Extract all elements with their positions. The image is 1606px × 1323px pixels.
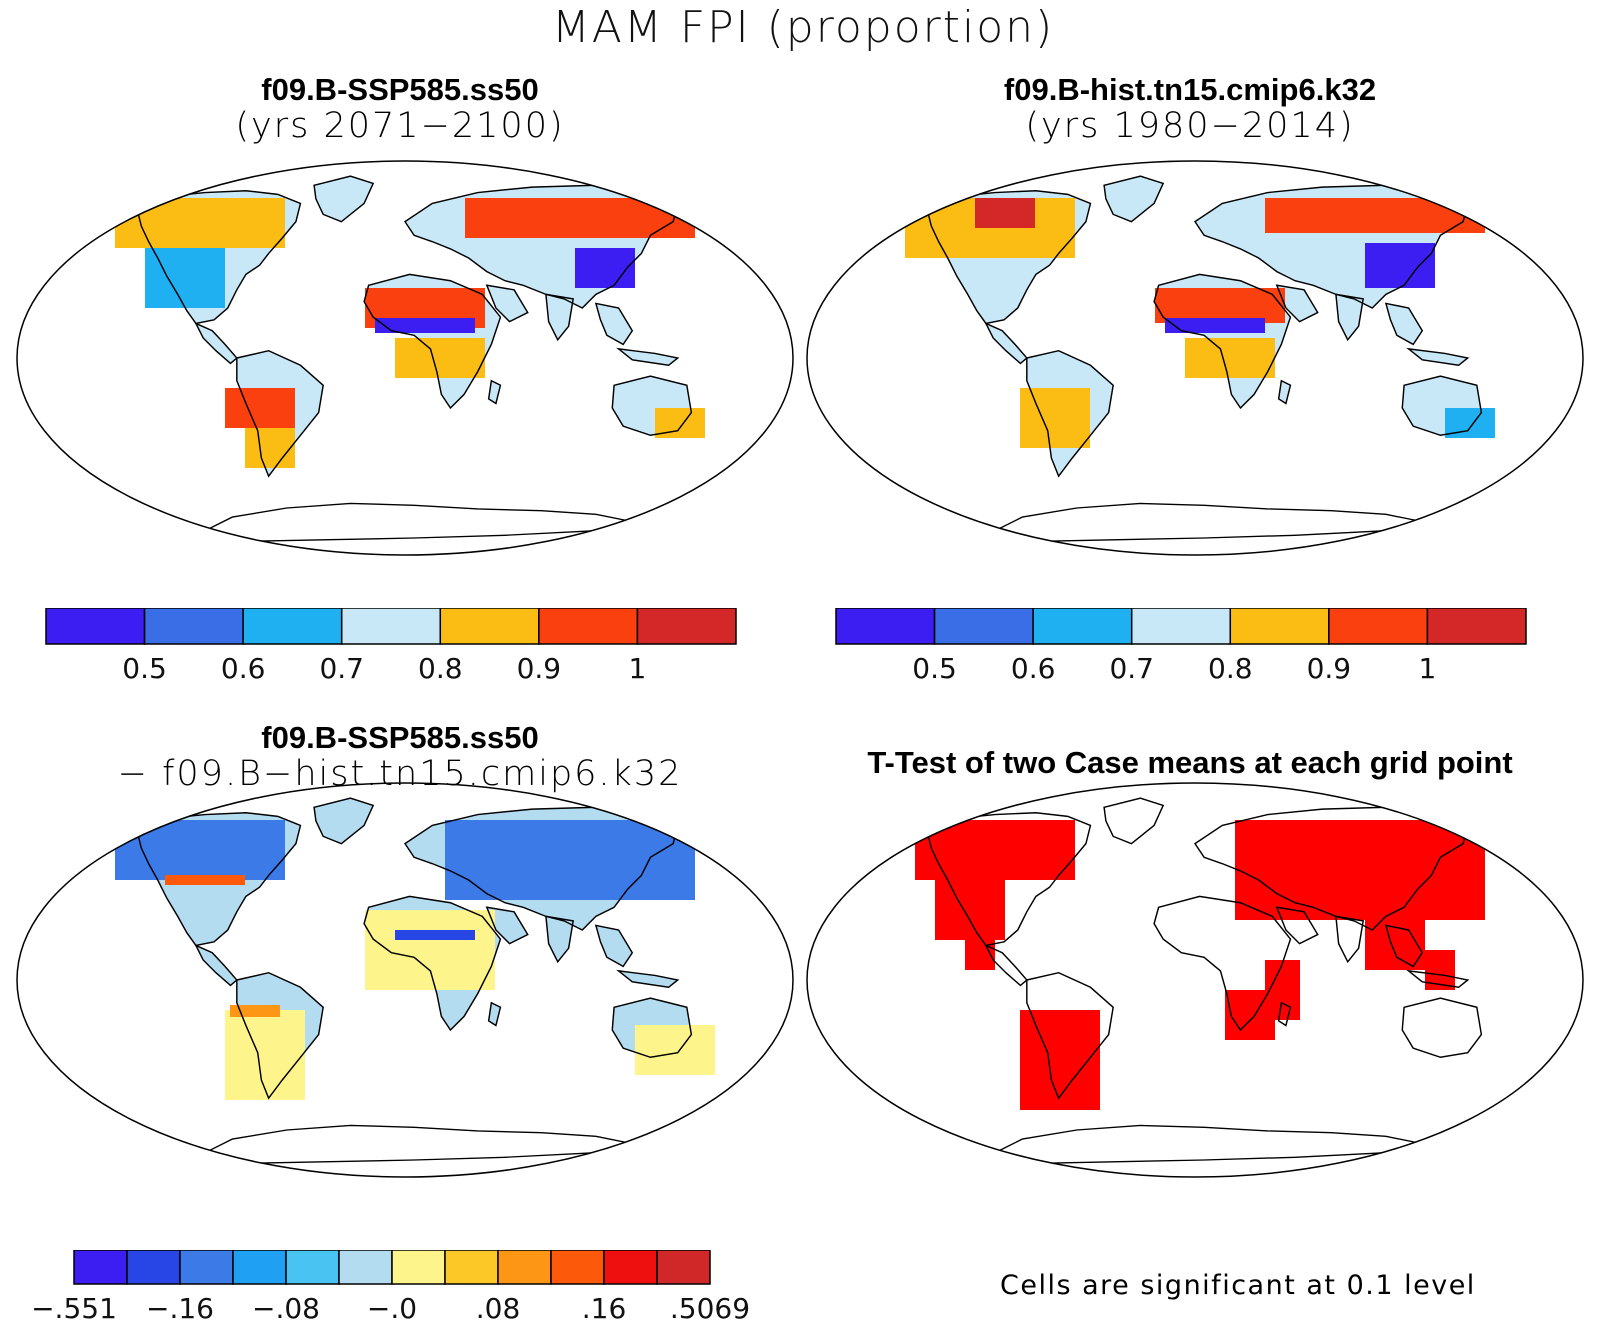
panel-title-ssp-line2: (yrs 2071−2100) [235, 106, 565, 146]
panel-title-ttest-line1: T-Test of two Case means at each grid po… [867, 745, 1513, 780]
significant-cell-region [1365, 920, 1425, 970]
colorbar-diff-swatch [338, 1250, 393, 1285]
colorbar-diff-swatch [232, 1250, 287, 1285]
significant-cell-region [1235, 820, 1485, 920]
colorbar-diff-swatch [126, 1250, 181, 1285]
colorbar-hist-swatch [1130, 608, 1232, 645]
colorbar-diff-swatch [444, 1250, 499, 1285]
significant-cell-region [1225, 990, 1275, 1040]
colorbar-hist-label: 1 [1419, 652, 1437, 685]
colorbar-hist: 0.5 0.6 0.7 0.8 0.9 1 [835, 608, 1527, 685]
map-diff [16, 782, 794, 1178]
colorbar-ssp-label: 0.8 [418, 652, 463, 685]
main-title: MAM FPI (proportion) [551, 2, 1055, 53]
panel-title-hist-line1: f09.B-hist.tn15.cmip6.k32 [1003, 72, 1377, 107]
panel-title-diff-line1: f09.B-SSP585.ss50 [261, 720, 539, 755]
map-ssp [16, 160, 794, 556]
colorbar-diff-swatch [179, 1250, 234, 1285]
map-hist [806, 160, 1584, 556]
colorbar-diff-label: −.0 [367, 1292, 417, 1323]
colorbar-ssp-label: 1 [629, 652, 647, 685]
map-ttest [806, 782, 1584, 1178]
colorbar-diff-swatch [391, 1250, 446, 1285]
colorbar-diff-label: −.551 [31, 1292, 117, 1323]
significant-cell-region [915, 820, 1075, 880]
colorbar-diff-label: .08 [476, 1292, 521, 1323]
colorbar-hist-label: 0.6 [1011, 652, 1056, 685]
colorbar-hist-label: 0.8 [1208, 652, 1253, 685]
colorbar-diff-swatch [656, 1250, 711, 1285]
panel-title-hist: f09.B-hist.tn15.cmip6.k32 (yrs 1980−2014… [810, 72, 1570, 146]
colorbar-ssp-swatch [340, 608, 442, 645]
panel-title-diff-line2: − f09.B−hist.tn15.cmip6.k32 [117, 754, 683, 794]
colorbar-hist-swatch [1229, 608, 1330, 645]
panel-title-ttest: T-Test of two Case means at each grid po… [810, 745, 1570, 781]
panel-title-ssp: f09.B-SSP585.ss50 (yrs 2071−2100) [20, 72, 780, 146]
colorbar-hist-swatch [835, 608, 936, 645]
colorbar-ssp: 0.5 0.6 0.7 0.8 0.9 1 [45, 608, 737, 685]
panel-title-diff: f09.B-SSP585.ss50 − f09.B−hist.tn15.cmip… [20, 720, 780, 794]
colorbar-diff-swatch [73, 1250, 128, 1285]
colorbar-hist-swatch [933, 608, 1034, 645]
colorbar-ssp-label: 0.6 [221, 652, 266, 685]
panel-title-hist-line2: (yrs 1980−2014) [1025, 106, 1355, 146]
map-ttest-significant-cells [915, 820, 1485, 1110]
colorbar-ssp-label: 0.7 [319, 652, 364, 685]
colorbar-hist-label: 0.9 [1307, 652, 1352, 685]
map-hist-fields [905, 198, 1495, 448]
colorbar-diff: −.551 −.16 −.08 −.0 .08 .16 .5069 [31, 1250, 750, 1323]
colorbar-diff-swatch [285, 1250, 340, 1285]
significance-note: Cells are significant at 0.1 level [1000, 1270, 1476, 1301]
colorbar-diff-swatch [550, 1250, 605, 1285]
colorbar-ssp-swatch [439, 608, 540, 645]
colorbar-hist-label: 0.5 [912, 652, 957, 685]
colorbar-diff-swatch [603, 1250, 658, 1285]
colorbar-diff-label: −.16 [146, 1292, 214, 1323]
colorbar-ssp-swatch [143, 608, 244, 645]
colorbar-diff-swatch [497, 1250, 552, 1285]
colorbar-hist-swatch [1328, 608, 1429, 645]
colorbar-ssp-label: 0.5 [122, 652, 167, 685]
colorbar-hist-swatch [1032, 608, 1133, 645]
colorbar-hist-swatch [1426, 608, 1527, 645]
significant-cell-region [1020, 1010, 1100, 1110]
colorbar-ssp-swatch [636, 608, 737, 645]
panel-title-ssp-line1: f09.B-SSP585.ss50 [261, 72, 539, 107]
colorbar-ssp-label: 0.9 [517, 652, 562, 685]
colorbar-diff-label: −.08 [252, 1292, 320, 1323]
colorbar-hist-label: 0.7 [1109, 652, 1154, 685]
colorbar-diff-label: .16 [582, 1292, 627, 1323]
colorbar-ssp-swatch [45, 608, 146, 645]
colorbar-diff-label: .5069 [670, 1292, 750, 1323]
colorbar-ssp-swatch [538, 608, 639, 645]
colorbar-ssp-swatch [242, 608, 343, 645]
